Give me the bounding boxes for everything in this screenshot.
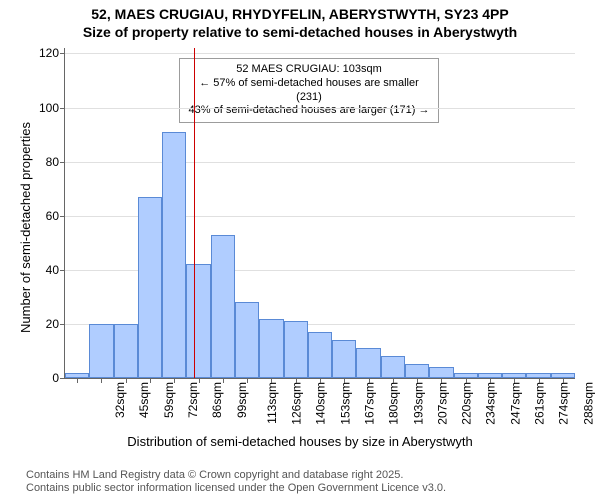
y-tick-mark <box>60 378 65 379</box>
x-tick-label: 274sqm <box>557 382 571 425</box>
y-tick-mark <box>60 53 65 54</box>
gridline <box>65 108 575 109</box>
x-tick-label: 261sqm <box>533 382 547 425</box>
histogram-bar <box>284 321 308 378</box>
annotation-line2: ← 57% of semi-detached houses are smalle… <box>186 77 432 105</box>
x-tick-label: 220sqm <box>460 382 474 425</box>
x-tick-label: 140sqm <box>314 382 328 425</box>
x-tick-mark <box>77 378 78 383</box>
x-tick-label: 86sqm <box>210 382 224 418</box>
histogram-bar <box>114 324 138 378</box>
histogram-bar <box>235 302 259 378</box>
annotation-line3: 43% of semi-detached houses are larger (… <box>186 104 432 118</box>
x-tick-mark <box>441 378 442 383</box>
histogram-bar <box>332 340 356 378</box>
x-tick-label: 180sqm <box>387 382 401 425</box>
x-tick-mark <box>466 378 467 383</box>
x-tick-mark <box>369 378 370 383</box>
x-tick-mark <box>126 378 127 383</box>
y-tick-mark <box>60 162 65 163</box>
x-axis-label: Distribution of semi-detached houses by … <box>0 434 600 449</box>
histogram-bar <box>138 197 162 378</box>
x-tick-label: 234sqm <box>484 382 498 425</box>
x-tick-mark <box>247 378 248 383</box>
x-tick-label: 207sqm <box>436 382 450 425</box>
x-tick-label: 288sqm <box>581 382 595 425</box>
x-tick-label: 59sqm <box>162 382 176 418</box>
histogram-bar <box>405 364 429 378</box>
plot-area: 52 MAES CRUGIAU: 103sqm ← 57% of semi-de… <box>64 48 575 379</box>
x-tick-label: 247sqm <box>508 382 522 425</box>
y-tick-mark <box>60 108 65 109</box>
x-tick-mark <box>150 378 151 383</box>
histogram-bar <box>186 264 210 378</box>
x-tick-label: 193sqm <box>411 382 425 425</box>
marker-line <box>194 48 195 378</box>
x-tick-mark <box>539 378 540 383</box>
x-tick-mark <box>223 378 224 383</box>
footer-line1: Contains HM Land Registry data © Crown c… <box>26 469 446 483</box>
annotation-line1: 52 MAES CRUGIAU: 103sqm <box>186 63 432 77</box>
x-tick-label: 126sqm <box>290 382 304 425</box>
x-tick-label: 45sqm <box>137 382 151 418</box>
x-tick-mark <box>514 378 515 383</box>
x-tick-mark <box>393 378 394 383</box>
x-tick-mark <box>490 378 491 383</box>
x-tick-mark <box>320 378 321 383</box>
x-tick-mark <box>417 378 418 383</box>
y-axis-label: Number of semi-detached properties <box>18 122 33 333</box>
histogram-bar <box>259 319 283 379</box>
x-tick-mark <box>199 378 200 383</box>
chart-title-line2: Size of property relative to semi-detach… <box>0 24 600 40</box>
histogram-bar <box>381 356 405 378</box>
histogram-chart: 52, MAES CRUGIAU, RHYDYFELIN, ABERYSTWYT… <box>0 0 600 500</box>
gridline <box>65 53 575 54</box>
x-tick-mark <box>174 378 175 383</box>
x-tick-label: 113sqm <box>265 382 279 424</box>
y-tick-mark <box>60 324 65 325</box>
histogram-bar <box>429 367 453 378</box>
x-tick-label: 32sqm <box>113 382 127 418</box>
x-tick-label: 167sqm <box>363 382 377 425</box>
x-tick-label: 72sqm <box>186 382 200 418</box>
x-tick-mark <box>296 378 297 383</box>
x-tick-mark <box>563 378 564 383</box>
y-tick-mark <box>60 216 65 217</box>
chart-title-line1: 52, MAES CRUGIAU, RHYDYFELIN, ABERYSTWYT… <box>0 6 600 22</box>
marker-annotation: 52 MAES CRUGIAU: 103sqm ← 57% of semi-de… <box>179 58 439 123</box>
chart-footer: Contains HM Land Registry data © Crown c… <box>0 469 446 497</box>
histogram-bar <box>211 235 235 378</box>
y-tick-mark <box>60 270 65 271</box>
gridline <box>65 162 575 163</box>
x-tick-mark <box>344 378 345 383</box>
histogram-bar <box>308 332 332 378</box>
footer-line2: Contains public sector information licen… <box>26 482 446 496</box>
histogram-bar <box>356 348 380 378</box>
x-tick-label: 153sqm <box>338 382 352 425</box>
histogram-bar <box>162 132 186 378</box>
x-tick-mark <box>101 378 102 383</box>
histogram-bar <box>89 324 113 378</box>
x-tick-mark <box>271 378 272 383</box>
x-tick-label: 99sqm <box>235 382 249 418</box>
